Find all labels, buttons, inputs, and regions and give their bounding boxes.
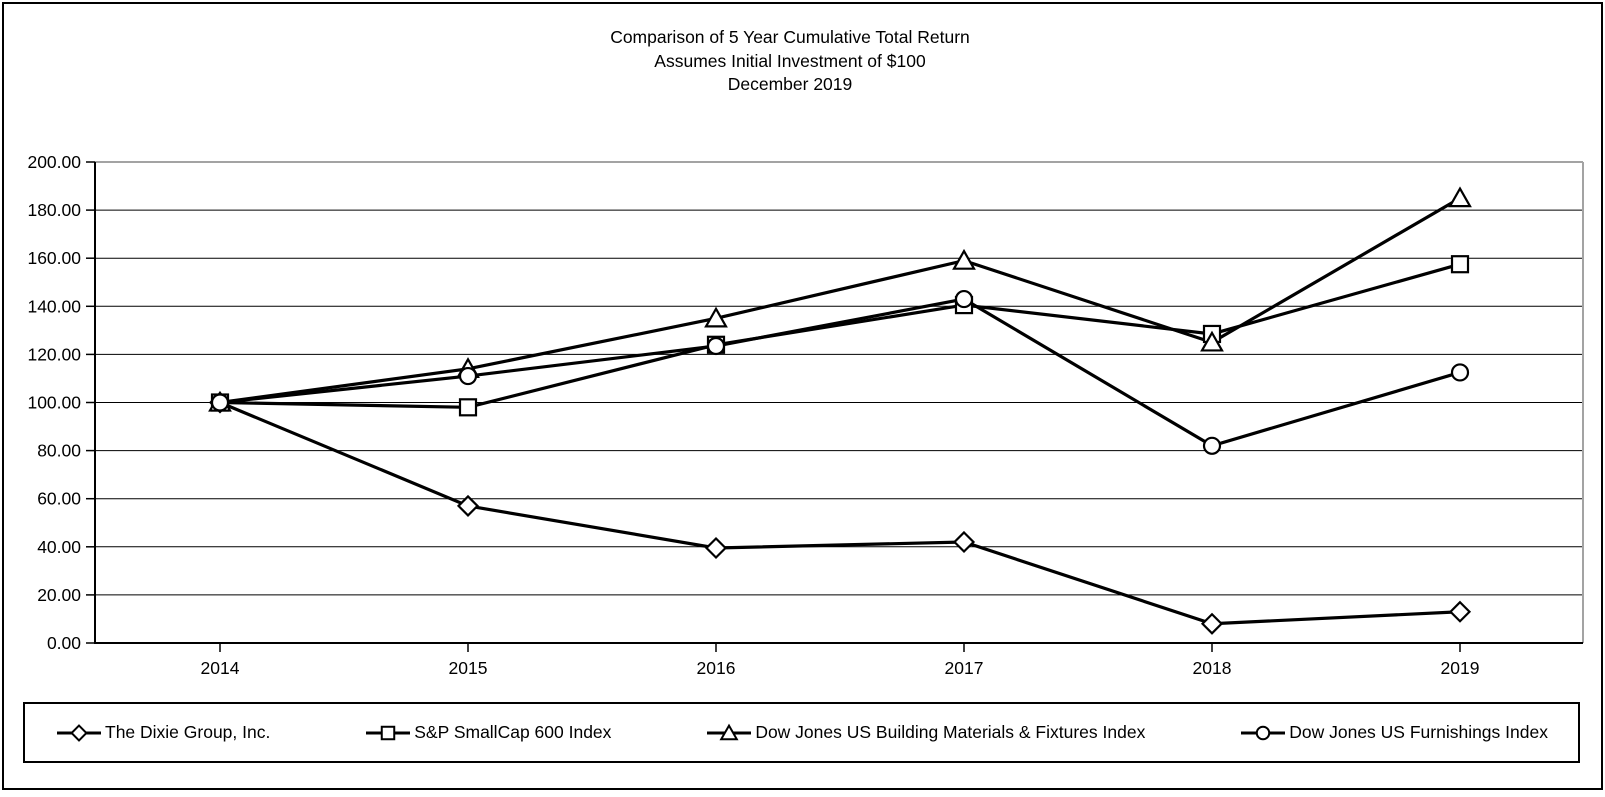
y-tick-label: 20.00 (37, 585, 81, 605)
circle-marker (706, 336, 726, 356)
circle-marker (210, 393, 230, 412)
diamond-marker (70, 723, 88, 742)
chart-title-line3: December 2019 (727, 74, 853, 94)
series-line-3 (219, 297, 1461, 448)
triangle-marker-icon (705, 722, 753, 744)
series-line-2 (219, 196, 1461, 405)
triangle-marker (1200, 330, 1224, 352)
x-tick-label: 2016 (697, 658, 736, 678)
y-tick-label: 60.00 (37, 489, 81, 509)
x-tick-label: 2017 (945, 658, 984, 678)
x-tick-label: 2018 (1193, 658, 1232, 678)
circle-marker (1255, 725, 1271, 740)
legend-item-sp-smallcap-600: S&P SmallCap 600 Index (364, 722, 611, 744)
series-line-0 (219, 401, 1461, 626)
x-tick-label: 2015 (449, 658, 488, 678)
legend-item-dj-furnishings: Dow Jones US Furnishings Index (1239, 722, 1548, 744)
y-tick-label: 40.00 (37, 537, 81, 557)
circle-marker (1450, 363, 1470, 382)
diamond-marker (952, 530, 976, 554)
legend-glyph-svg (366, 725, 411, 740)
x-tick-label: 2019 (1441, 658, 1480, 678)
legend-label: The Dixie Group, Inc. (105, 722, 271, 742)
diamond-marker-icon (55, 722, 103, 744)
legend-glyph-svg (1241, 725, 1286, 740)
square-marker-icon (364, 722, 412, 744)
chart-title-line1: Comparison of 5 Year Cumulative Total Re… (610, 27, 970, 47)
y-tick-label: 200.00 (27, 152, 81, 172)
diamond-marker (1200, 612, 1224, 635)
diamond-marker (704, 536, 728, 560)
y-tick-label: 180.00 (27, 200, 81, 220)
square-marker (381, 725, 396, 740)
square-marker (1450, 255, 1470, 274)
plot-area: 0.00 20.00 40.00 60.00 80.00 100.00 120.00 140.… (27, 152, 1584, 678)
diamond-marker (1448, 600, 1472, 623)
y-tick-label: 100.00 (27, 393, 81, 413)
chart-title-line2: Assumes Initial Investment of $100 (654, 50, 926, 71)
y-tick-label: 80.00 (37, 441, 81, 461)
y-tick-label: 120.00 (27, 344, 81, 364)
y-tick-label: 160.00 (27, 248, 81, 268)
circle-marker (954, 289, 974, 309)
square-marker (458, 398, 478, 417)
circle-marker-icon (1239, 722, 1287, 744)
y-tick-label: 0.00 (47, 633, 81, 653)
x-tick-label: 2014 (201, 658, 240, 678)
legend-label: S&P SmallCap 600 Index (414, 722, 612, 742)
chart-title: Comparison of 5 Year Cumulative Total Re… (0, 26, 1580, 97)
legend-glyph-svg (57, 723, 101, 742)
legend-label: Dow Jones US Furnishings Index (1289, 722, 1548, 742)
diamond-marker (456, 494, 480, 517)
legend-item-dixie-group: The Dixie Group, Inc. (55, 722, 270, 744)
circle-marker (1202, 436, 1222, 455)
legend-item-dj-building-materials: Dow Jones US Building Materials & Fixtur… (705, 722, 1145, 744)
circle-marker (458, 366, 478, 386)
legend: The Dixie Group, Inc. S&P SmallCap 600 I… (23, 702, 1580, 763)
legend-glyph-svg (707, 723, 752, 740)
y-tick-label: 140.00 (27, 296, 81, 316)
series-line-1 (219, 262, 1461, 409)
triangle-marker (719, 723, 739, 740)
triangle-marker (1448, 186, 1472, 208)
triangle-marker (952, 248, 976, 270)
triangle-marker (704, 306, 728, 328)
legend-label: Dow Jones US Building Materials & Fixtur… (755, 722, 1146, 742)
